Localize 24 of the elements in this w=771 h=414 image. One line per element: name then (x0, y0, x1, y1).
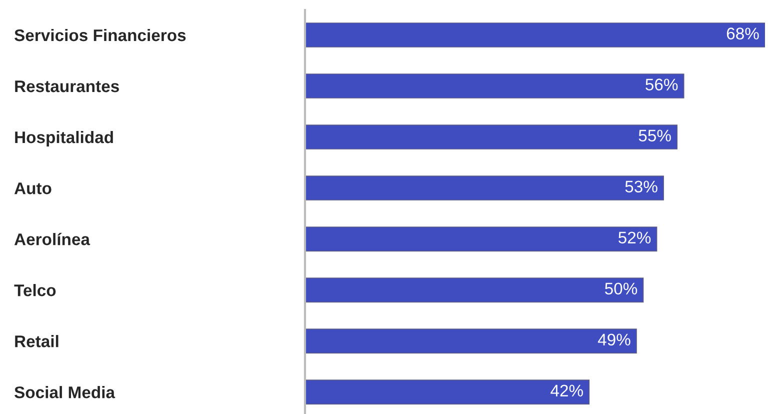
y-tick-label: Retail (15, 335, 58, 348)
y-tick-label: Telco (14, 284, 56, 296)
bar (305, 22, 765, 48)
bar (305, 328, 637, 354)
y-tick-label: Restaurantes (15, 80, 119, 92)
y-tick-label: Hospitalidad (15, 130, 113, 147)
bar (305, 380, 590, 404)
data-label: 50% (604, 282, 638, 295)
bar (305, 176, 664, 200)
y-tick-label: Servicios Financieros (14, 28, 186, 42)
y-tick-label: Social Media (14, 386, 116, 398)
bar (305, 124, 678, 150)
data-label: 42% (550, 384, 583, 396)
y-tick-label: Auto (14, 182, 52, 194)
data-label: 52% (618, 232, 651, 244)
bar (305, 226, 658, 252)
data-label: 49% (598, 334, 630, 346)
y-tick-label: Aerolínea (14, 232, 90, 246)
data-label: 53% (625, 180, 658, 192)
data-label: 56% (646, 78, 678, 90)
data-label: 68% (726, 28, 759, 40)
data-label: 55% (638, 130, 671, 142)
bar (305, 74, 684, 98)
bar (305, 278, 644, 302)
